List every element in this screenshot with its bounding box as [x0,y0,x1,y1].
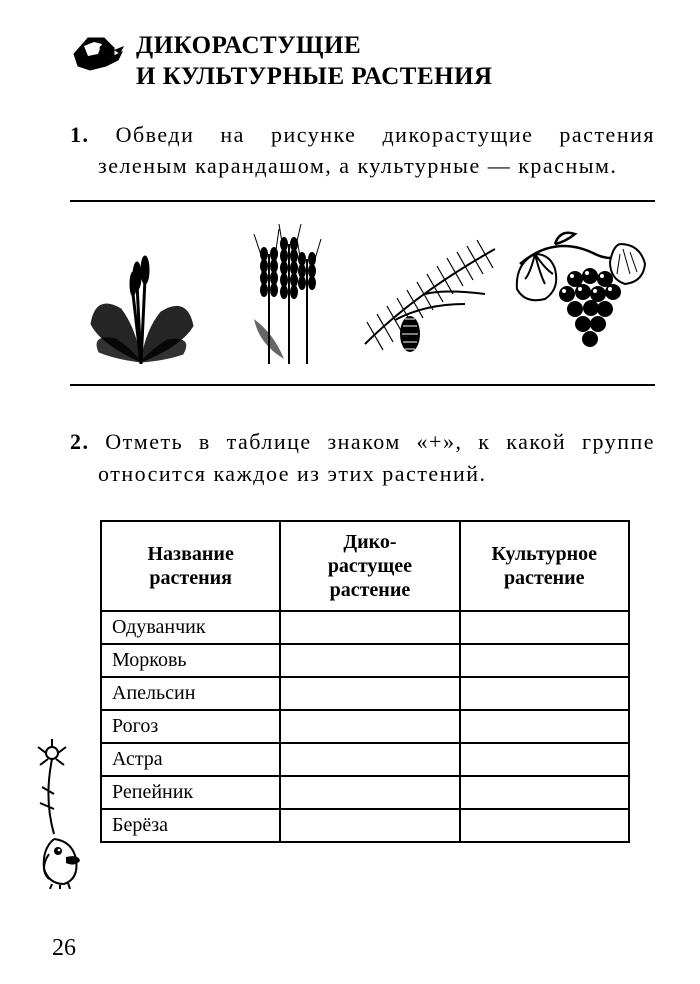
cell-wild[interactable] [280,809,459,842]
table-body: Одуванчик Морковь Апельсин Рогоз Астра [101,611,629,842]
cell-cultivated[interactable] [460,677,630,710]
page-number: 26 [52,935,76,962]
divider-top [70,200,655,202]
task-2-num: 2. [70,429,90,454]
th-name: Название растения [101,521,280,611]
table-row: Рогоз [101,710,629,743]
task-2-body: Отметь в таблице знаком «+», к какой гру… [98,429,655,486]
task-1-body: Обведи на рисунке дикорастущие рас­тения… [98,122,655,179]
cell-cultivated[interactable] [460,710,630,743]
cell-name: Астра [101,743,280,776]
cell-name: Рогоз [101,710,280,743]
cell-name: Берёза [101,809,280,842]
th-cultivated: Культурноерастение [460,521,630,611]
cell-wild[interactable] [280,776,459,809]
table-row: Берёза [101,809,629,842]
cell-cultivated[interactable] [460,809,630,842]
th-wild: Дико-растущеерастение [280,521,459,611]
title-line-2: И КУЛЬТУРНЫЕ РАСТЕНИЯ [136,61,493,92]
cell-wild[interactable] [280,644,459,677]
cell-cultivated[interactable] [460,611,630,644]
cell-name: Морковь [101,644,280,677]
cell-name: Репейник [101,776,280,809]
spruce-branch-icon [355,234,505,364]
task-1: 1. Обведи на рисунке дикорастущие рас­те… [70,119,655,183]
task-2-text: 2. Отметь в таблице знаком «+», к какой … [70,426,655,490]
cell-wild[interactable] [280,611,459,644]
bird-head-icon [70,32,124,81]
wheat-icon [213,224,356,364]
task-1-num: 1. [70,122,90,147]
cell-cultivated[interactable] [460,743,630,776]
divider-bottom [70,384,655,386]
table-row: Астра [101,743,629,776]
page-header: ДИКОРАСТУЩИЕ И КУЛЬТУРНЫЕ РАСТЕНИЯ [70,30,655,93]
cell-wild[interactable] [280,743,459,776]
cell-wild[interactable] [280,710,459,743]
cell-cultivated[interactable] [460,644,630,677]
cell-name: Одуванчик [101,611,280,644]
table-header-row: Название растения Дико-растущеерастение … [101,521,629,611]
cell-cultivated[interactable] [460,776,630,809]
plants-table: Название растения Дико-растущеерастение … [100,520,630,843]
parrot-flower-icon [24,739,86,894]
plants-illustration [70,208,655,378]
table-row: Морковь [101,644,629,677]
table-row: Репейник [101,776,629,809]
cell-wild[interactable] [280,677,459,710]
title-line-1: ДИКОРАСТУЩИЕ [136,30,493,61]
page-title: ДИКОРАСТУЩИЕ И КУЛЬТУРНЫЕ РАСТЕНИЯ [136,30,493,93]
cell-name: Апельсин [101,677,280,710]
grapes-icon [505,224,655,364]
plantain-icon [70,234,213,364]
table-section: Название растения Дико-растущеерастение … [70,520,655,843]
task-1-text: 1. Обведи на рисунке дикорастущие рас­те… [70,119,655,183]
task-2: 2. Отметь в таблице знаком «+», к какой … [70,426,655,490]
table-row: Одуванчик [101,611,629,644]
table-row: Апельсин [101,677,629,710]
